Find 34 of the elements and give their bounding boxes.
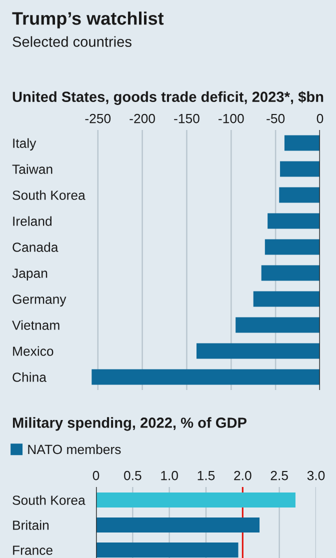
x-tick-label: -200 xyxy=(130,114,155,124)
x-tick-label: -100 xyxy=(218,114,244,124)
y-tick-label: France xyxy=(13,546,52,555)
chart-title: Trump’s watchlist xyxy=(12,12,164,28)
x-tick-label: 0 xyxy=(316,114,324,124)
y-tick-label: Canada xyxy=(12,242,58,252)
x-tick-label: 1.5 xyxy=(198,471,215,480)
x-tick-label: 3.0 xyxy=(307,470,325,480)
legend-label: NATO members xyxy=(28,444,121,454)
chart-title: Military spending, 2022, % of GDP xyxy=(12,417,247,431)
y-tick-label: South Korea xyxy=(12,190,86,200)
x-tick-label: -50 xyxy=(266,114,285,124)
x-tick-label: -150 xyxy=(174,114,200,124)
x-tick-label: -250 xyxy=(85,114,111,124)
y-tick-label: Vietnam xyxy=(12,320,60,330)
y-tick-label: Taiwan xyxy=(12,164,52,174)
x-tick-label: 2.0 xyxy=(234,470,252,480)
y-tick-label: China xyxy=(12,372,46,382)
y-tick-label: Japan xyxy=(12,268,48,281)
x-tick-label: 0.5 xyxy=(124,470,142,480)
bar xyxy=(96,492,296,508)
x-tick-label: 0 xyxy=(92,470,100,480)
y-tick-label: Italy xyxy=(13,138,36,151)
x-tick-label: 2.5 xyxy=(270,470,288,480)
y-tick-label: Britain xyxy=(13,520,49,530)
x-tick-label: 1.0 xyxy=(161,470,178,480)
y-tick-label: South Korea xyxy=(12,495,86,505)
y-tick-label: Ireland xyxy=(13,216,52,226)
x-axis-title: United States, goods trade deficit, 2023*, $bn xyxy=(12,91,324,105)
bar xyxy=(96,518,260,532)
chart-subtitle: Selected countries xyxy=(12,36,132,47)
y-tick-label: Mexico xyxy=(13,346,54,356)
y-tick-label: Germany xyxy=(12,294,66,307)
bar xyxy=(96,542,238,558)
